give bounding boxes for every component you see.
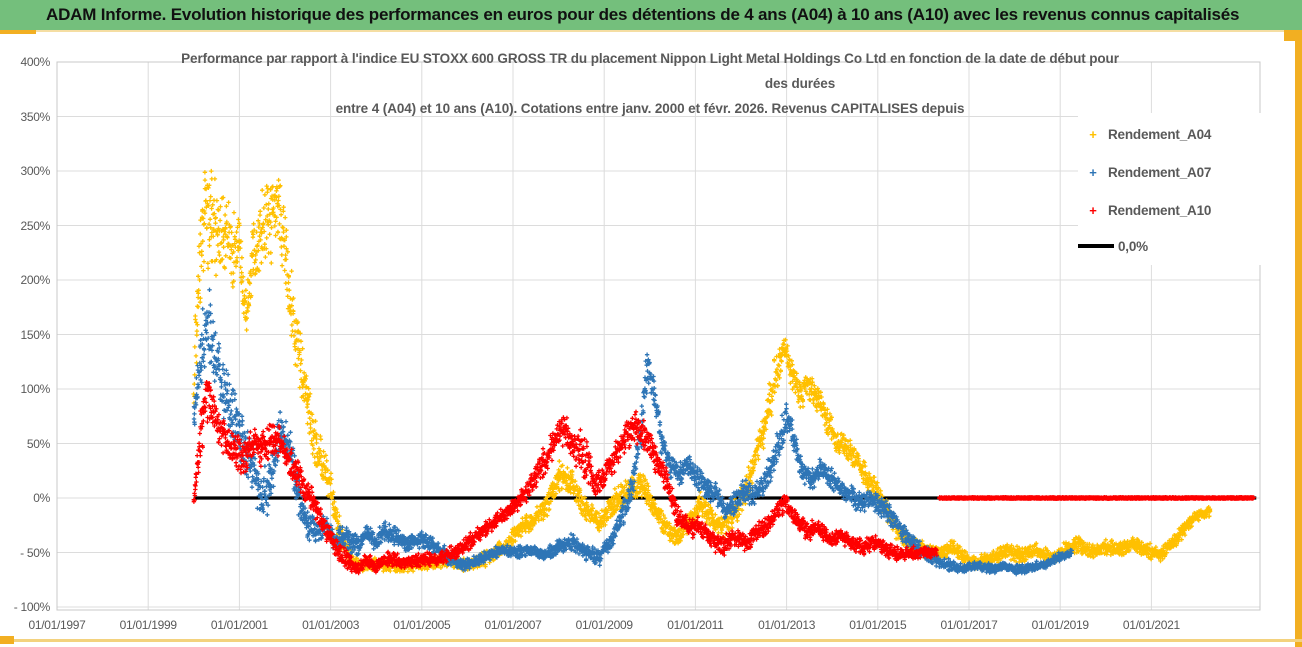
series-Rendement_A04 (191, 168, 1213, 574)
plot-border (56, 61, 1261, 611)
legend-label: Rendement_A04 (1108, 126, 1212, 142)
y-axis-label: 200% (20, 273, 51, 287)
banner-title: ADAM Informe. Evolution historique des p… (46, 5, 1240, 24)
x-axis-label: 01/01/2007 (484, 618, 542, 632)
y-axis-label: 100% (20, 382, 51, 396)
x-axis-label: 01/01/2009 (575, 618, 633, 632)
y-axis-label: 250% (20, 218, 51, 233)
legend-label: Rendement_A10 (1108, 202, 1212, 218)
chart-title: Performance par rapport à l'indice EU ST… (70, 46, 1230, 121)
plus-marker-icon: + (1089, 202, 1097, 218)
chart-area: Performance par rapport à l'indice EU ST… (0, 33, 1295, 639)
y-axis-label: 300% (20, 164, 51, 178)
legend-item-rendement-a07[interactable]: + Rendement_A07 (1078, 153, 1266, 191)
plus-marker-icon: + (1089, 164, 1097, 180)
y-axis-label: - 100% (13, 600, 51, 614)
y-axis-label: 0% (33, 491, 50, 505)
legend: + Rendement_A04 + Rendement_A07 + Rendem… (1078, 113, 1266, 265)
x-axis-label: 01/01/2021 (1122, 618, 1180, 632)
y-axis-label: 50% (26, 436, 50, 451)
x-axis-label: 01/01/2001 (210, 618, 268, 632)
gold-top-left-notch (0, 30, 36, 34)
x-axis-label: 01/01/2015 (849, 618, 907, 632)
x-axis-label: 01/01/2013 (758, 618, 816, 632)
legend-item-rendement-a04[interactable]: + Rendement_A04 (1078, 115, 1266, 153)
chart-title-line2: des durées (764, 76, 836, 91)
performance-scatter-plot[interactable] (0, 33, 1295, 639)
plus-marker-icon: + (1089, 126, 1097, 142)
y-axis-label: - 50% (20, 545, 50, 560)
x-axis-label: 01/01/2011 (667, 618, 724, 632)
x-axis-label: 01/01/2005 (393, 618, 451, 632)
x-axis-label: 01/01/2017 (940, 618, 998, 632)
x-axis-label: 01/01/2003 (302, 618, 360, 632)
y-axis-label: 150% (20, 327, 51, 342)
legend-label: Rendement_A07 (1108, 164, 1212, 180)
gold-bottom-border (0, 639, 1302, 642)
chart-title-line3: entre 4 (A04) et 10 ans (A10). Cotations… (335, 101, 965, 116)
y-axis-label: 350% (20, 109, 51, 124)
y-axis-label: 400% (20, 55, 51, 69)
zero-line-swatch (1078, 244, 1114, 248)
series-Rendement_A10 (191, 380, 1256, 576)
x-axis-label: 01/01/1997 (28, 618, 86, 632)
gold-top-right-corner (1284, 30, 1302, 41)
legend-item-zero-line[interactable]: 0,0% (1078, 229, 1266, 263)
x-axis-label: 01/01/1999 (119, 618, 177, 632)
legend-label: 0,0% (1118, 238, 1148, 254)
series-Rendement_A07 (191, 287, 1074, 577)
banner: ADAM Informe. Evolution historique des p… (0, 0, 1302, 30)
chart-title-line1: Performance par rapport à l'indice EU ST… (181, 51, 1119, 66)
gold-top-border (0, 30, 1302, 32)
x-axis-label: 01/01/2019 (1031, 618, 1089, 632)
gold-bottom-left-tab (0, 636, 14, 644)
gold-right-border (1295, 31, 1302, 647)
legend-item-rendement-a10[interactable]: + Rendement_A10 (1078, 191, 1266, 229)
